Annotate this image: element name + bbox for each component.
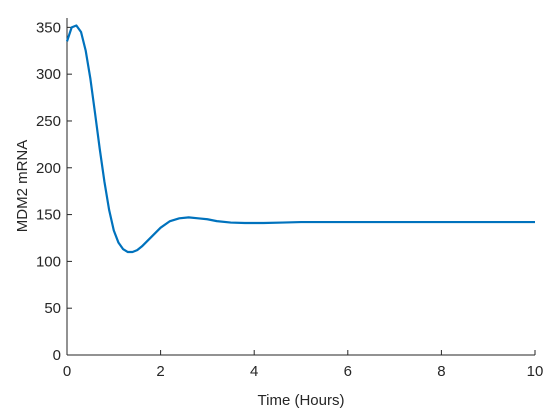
y-axis-label: MDM2 mRNA: [14, 140, 31, 233]
y-tick-label: 0: [53, 347, 61, 364]
y-tick-label: 250: [36, 113, 61, 130]
x-tick-label: 4: [250, 363, 258, 380]
x-tick-label: 0: [63, 363, 71, 380]
x-tick-label: 10: [527, 363, 544, 380]
x-tick-label: 6: [344, 363, 352, 380]
y-tick-label: 50: [44, 300, 61, 317]
y-tick-label: 300: [36, 66, 61, 83]
y-tick-label: 100: [36, 253, 61, 270]
y-tick-label: 150: [36, 207, 61, 224]
data-line: [65, 24, 535, 254]
y-tick-label: 200: [36, 160, 61, 177]
x-axis-label: Time (Hours): [258, 392, 345, 409]
x-tick-label: 8: [437, 363, 445, 380]
y-tick-label: 350: [36, 19, 61, 36]
x-tick-label: 2: [156, 363, 164, 380]
